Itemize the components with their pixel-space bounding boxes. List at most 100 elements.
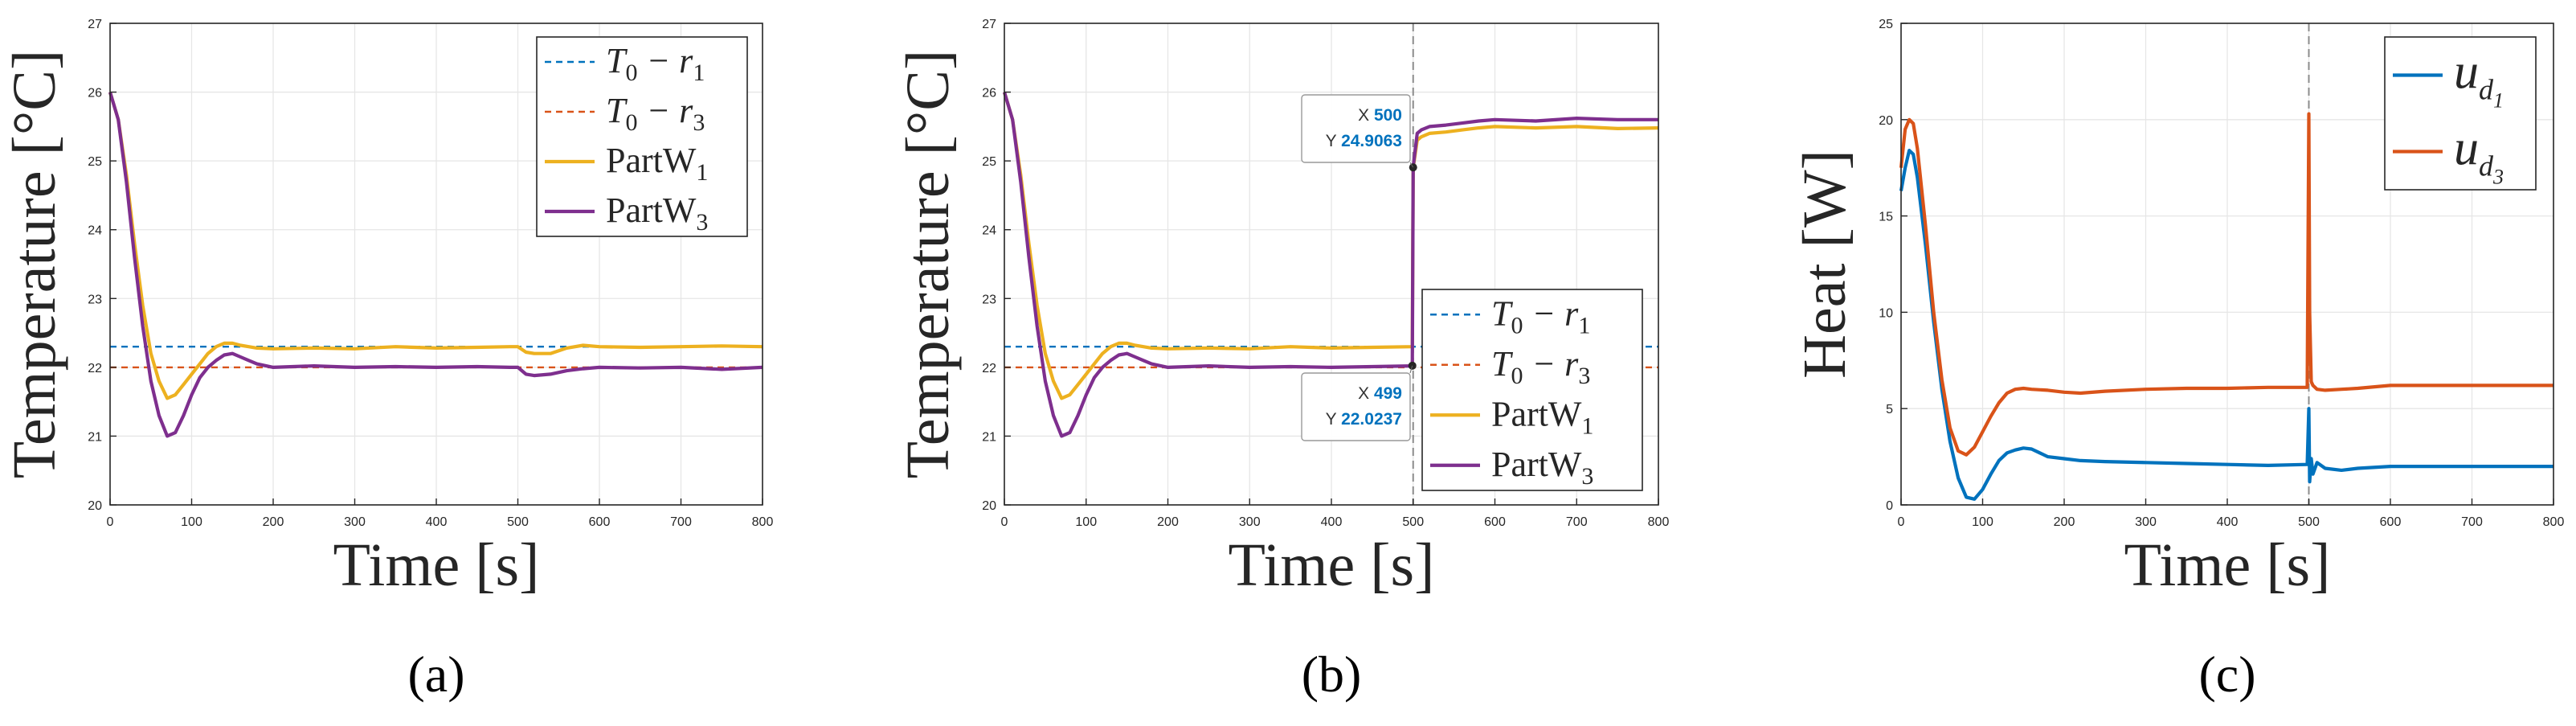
legend-entry-part: 1 bbox=[696, 159, 708, 186]
datatip-y-label: Y bbox=[1326, 132, 1337, 150]
datatip-box bbox=[1301, 372, 1411, 441]
legend-entry-3: PartW3 bbox=[1491, 445, 1593, 490]
datatip-x-line: X 500 bbox=[1358, 106, 1402, 125]
legend-entry-0: T0 − r1 bbox=[606, 41, 705, 86]
series-line-3 bbox=[1002, 91, 1658, 438]
legend-entry-2: PartW1 bbox=[606, 141, 708, 186]
x-tick-label: 300 bbox=[1239, 515, 1261, 529]
panel-label: (c) bbox=[2198, 646, 2255, 703]
legend-entry-main: PartW bbox=[1491, 394, 1582, 433]
datatip-y-line: Y 22.0237 bbox=[1326, 410, 1402, 429]
x-tick-label: 300 bbox=[2135, 515, 2157, 529]
legend-entry-1: ud3 bbox=[2454, 121, 2504, 189]
legend-entry-part: 3 bbox=[696, 209, 708, 236]
legend-entry-part: 0 bbox=[625, 109, 637, 136]
x-tick-label: 800 bbox=[2543, 515, 2565, 529]
x-tick-label: 200 bbox=[2054, 515, 2075, 529]
panel-label: (b) bbox=[1302, 646, 1362, 703]
series-line-3 bbox=[108, 91, 763, 438]
y-tick-label: 23 bbox=[982, 293, 996, 306]
series-line-2 bbox=[1002, 91, 1659, 400]
legend-entry-part: 3 bbox=[2492, 166, 2504, 189]
legend-entry-1: T0 − r3 bbox=[1491, 344, 1590, 389]
y-tick-label: 21 bbox=[88, 430, 102, 444]
x-tick-label: 500 bbox=[507, 515, 529, 529]
legend-entry-main: u bbox=[2454, 121, 2479, 176]
x-tick-label: 700 bbox=[2461, 515, 2483, 529]
y-tick-label: 20 bbox=[88, 499, 102, 513]
x-axis-label: Time [s] bbox=[1229, 531, 1435, 599]
datatip-x-label: X bbox=[1358, 384, 1369, 403]
series-line-2 bbox=[108, 91, 763, 400]
chart-panel-b: 0 100 200 300 400 500 600 700 800202122232425262… bbox=[894, 18, 1669, 703]
legend-entry-part: 3 bbox=[1581, 463, 1593, 490]
series-line-1 bbox=[1899, 112, 2554, 457]
datatip-y-label: Y bbox=[1326, 410, 1337, 429]
x-tick-label: 800 bbox=[752, 515, 774, 529]
y-tick-label: 27 bbox=[88, 18, 102, 31]
legend-entry-1: T0 − r3 bbox=[606, 91, 705, 136]
legend-entry-main: T bbox=[1491, 293, 1514, 333]
legend-entry-part: − r bbox=[1523, 293, 1579, 333]
x-tick-label: 400 bbox=[2217, 515, 2239, 529]
y-tick-label: 20 bbox=[982, 499, 996, 513]
legend-entry-part: 0 bbox=[1511, 312, 1523, 338]
legend-entry-part: 1 bbox=[693, 59, 705, 86]
y-tick-label: 24 bbox=[982, 224, 996, 238]
y-tick-label: 24 bbox=[88, 224, 102, 238]
legend-box bbox=[2384, 36, 2537, 191]
y-axis-label: Temperature [°C] bbox=[1, 50, 68, 479]
datatip-x-line: X 499 bbox=[1358, 384, 1402, 403]
legend-entry-part: d bbox=[2479, 150, 2494, 183]
y-tick-label: 26 bbox=[88, 87, 102, 100]
x-tick-label: 800 bbox=[1648, 515, 1670, 529]
y-tick-label: 20 bbox=[1879, 114, 1893, 128]
datatip-connector bbox=[1409, 365, 1413, 374]
x-tick-label: 0 bbox=[1898, 515, 1905, 529]
x-tick-label: 0 bbox=[1001, 515, 1008, 529]
y-tick-label: 25 bbox=[1879, 18, 1893, 31]
x-tick-label: 600 bbox=[2380, 515, 2402, 529]
y-tick-label: 10 bbox=[1879, 306, 1893, 320]
y-tick-label: 15 bbox=[1879, 211, 1893, 224]
x-tick-label: 500 bbox=[2298, 515, 2320, 529]
datatip-box bbox=[1301, 94, 1411, 163]
x-tick-label: 100 bbox=[181, 515, 202, 529]
y-tick-label: 26 bbox=[982, 87, 996, 100]
x-tick-label: 400 bbox=[426, 515, 448, 529]
legend-entry-0: ud1 bbox=[2454, 45, 2504, 113]
x-tick-label: 0 bbox=[107, 515, 114, 529]
datatip-1[interactable]: X 499 Y 22.0237 bbox=[1301, 361, 1417, 441]
datatip-x-value: 500 bbox=[1374, 106, 1402, 125]
datatip-0[interactable]: X 500 Y 24.9063 bbox=[1301, 94, 1417, 172]
datatip-y-value: 24.9063 bbox=[1341, 132, 1402, 150]
legend-entry-main: T bbox=[606, 41, 628, 80]
x-axis-label: Time [s] bbox=[2124, 531, 2331, 599]
x-tick-label: 600 bbox=[589, 515, 611, 529]
y-axis-label: Temperature [°C] bbox=[894, 50, 962, 479]
y-tick-label: 5 bbox=[1886, 403, 1893, 416]
legend-entry-part: − r bbox=[637, 91, 693, 130]
legend-entry-part: 1 bbox=[1578, 312, 1590, 338]
legend: ud1 ud3 bbox=[2384, 36, 2537, 191]
legend-entry-0: T0 − r1 bbox=[1491, 293, 1590, 338]
panel-label: (a) bbox=[407, 646, 464, 703]
datatip-x-label: X bbox=[1358, 106, 1369, 125]
datatip-y-line: Y 24.9063 bbox=[1326, 132, 1402, 150]
x-tick-label: 200 bbox=[263, 515, 284, 529]
x-tick-label: 300 bbox=[344, 515, 366, 529]
legend-entry-part: − r bbox=[1523, 344, 1579, 384]
y-tick-label: 27 bbox=[982, 18, 996, 31]
y-tick-label: 0 bbox=[1886, 499, 1893, 513]
legend-box bbox=[1421, 289, 1643, 491]
x-tick-label: 700 bbox=[1566, 515, 1588, 529]
legend-entry-main: PartW bbox=[606, 191, 697, 230]
y-tick-label: 25 bbox=[88, 155, 102, 169]
x-tick-label: 200 bbox=[1157, 515, 1179, 529]
legend-entry-part: 1 bbox=[1581, 412, 1593, 439]
legend-entry-3: PartW3 bbox=[606, 191, 708, 236]
legend-entry-part: 0 bbox=[625, 59, 637, 86]
legend-box bbox=[536, 36, 748, 237]
